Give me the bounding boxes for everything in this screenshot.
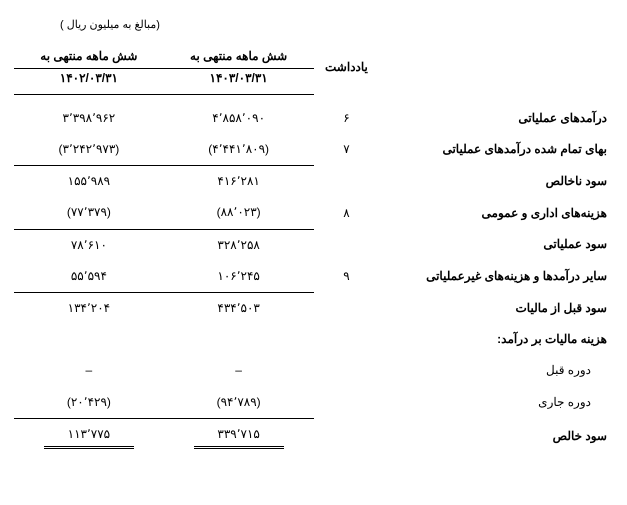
row-current: ۴۱۶٬۲۸۱ bbox=[164, 166, 314, 198]
header-blank bbox=[379, 41, 613, 69]
row-note bbox=[314, 355, 380, 386]
income-statement-table: یادداشت شش ماهه منتهی به شش ماهه منتهی ب… bbox=[14, 41, 613, 455]
row-prev: – bbox=[14, 355, 164, 386]
row-current: ۴۳۴٬۵۰۳ bbox=[164, 293, 314, 325]
table-row: سود ناخالص ۴۱۶٬۲۸۱۱۵۵٬۹۸۹ bbox=[14, 166, 613, 198]
row-label: بهای تمام شده درآمدهای عملیاتی bbox=[379, 134, 613, 166]
unit-note: (مبالغ به میلیون ریال ) bbox=[14, 18, 613, 31]
header-period-current: شش ماهه منتهی به bbox=[164, 41, 314, 69]
row-prev: ۱۳۴٬۲۰۴ bbox=[14, 293, 164, 325]
row-label: سود ناخالص bbox=[379, 166, 613, 198]
row-prev: ۱۱۳٬۷۷۵ bbox=[14, 418, 164, 455]
row-prev: ۷۸٬۶۱۰ bbox=[14, 229, 164, 261]
row-label: سود قبل از مالیات bbox=[379, 293, 613, 325]
row-note: ۸ bbox=[314, 197, 380, 229]
row-current: (۸۸٬۰۲۳) bbox=[164, 197, 314, 229]
row-prev: (۲۰٬۴۲۹) bbox=[14, 387, 164, 419]
row-label: سود خالص bbox=[379, 418, 613, 455]
row-prev bbox=[14, 324, 164, 355]
row-current: (۴٬۴۴۱٬۸۰۹) bbox=[164, 134, 314, 166]
row-prev: ۱۵۵٬۹۸۹ bbox=[14, 166, 164, 198]
header-note: یادداشت bbox=[314, 41, 380, 95]
row-note bbox=[314, 324, 380, 355]
row-prev: ۳٬۳۹۸٬۹۶۲ bbox=[14, 103, 164, 134]
row-note bbox=[314, 293, 380, 325]
row-label: دوره جاری bbox=[379, 387, 613, 419]
row-note bbox=[314, 229, 380, 261]
table-row: سود قبل از مالیات ۴۳۴٬۵۰۳۱۳۴٬۲۰۴ bbox=[14, 293, 613, 325]
row-note: ۶ bbox=[314, 103, 380, 134]
row-label: درآمدهای عملیاتی bbox=[379, 103, 613, 134]
header-date-prev: ۱۴۰۲/۰۳/۳۱ bbox=[14, 69, 164, 95]
header-date-current: ۱۴۰۳/۰۳/۳۱ bbox=[164, 69, 314, 95]
row-prev: (۳٬۲۴۲٬۹۷۳) bbox=[14, 134, 164, 166]
row-label: سود عملیاتی bbox=[379, 229, 613, 261]
row-current: ۴٬۸۵۸٬۰۹۰ bbox=[164, 103, 314, 134]
row-label: هزینه‌های اداری و عمومی bbox=[379, 197, 613, 229]
row-label: هزینه مالیات بر درآمد: bbox=[379, 324, 613, 355]
row-current: ۳۳۹٬۷۱۵ bbox=[164, 418, 314, 455]
row-note: ۹ bbox=[314, 261, 380, 293]
row-current bbox=[164, 324, 314, 355]
table-row: سایر درآمدها و هزینه‌های غیرعملیاتی۹۱۰۶٬… bbox=[14, 261, 613, 293]
header-period-prev: شش ماهه منتهی به bbox=[14, 41, 164, 69]
row-label: سایر درآمدها و هزینه‌های غیرعملیاتی bbox=[379, 261, 613, 293]
row-note bbox=[314, 387, 380, 419]
table-row: سود خالص ۳۳۹٬۷۱۵۱۱۳٬۷۷۵ bbox=[14, 418, 613, 455]
row-note bbox=[314, 166, 380, 198]
row-current: ۳۲۸٬۲۵۸ bbox=[164, 229, 314, 261]
table-row: دوره جاری (۹۴٬۷۸۹)(۲۰٬۴۲۹) bbox=[14, 387, 613, 419]
table-row: هزینه‌های اداری و عمومی۸(۸۸٬۰۲۳)(۷۷٬۳۷۹) bbox=[14, 197, 613, 229]
table-row: دوره قبل –– bbox=[14, 355, 613, 386]
row-label: دوره قبل bbox=[379, 355, 613, 386]
table-row: بهای تمام شده درآمدهای عملیاتی۷(۴٬۴۴۱٬۸۰… bbox=[14, 134, 613, 166]
row-note: ۷ bbox=[314, 134, 380, 166]
row-note bbox=[314, 418, 380, 455]
row-current: ۱۰۶٬۲۴۵ bbox=[164, 261, 314, 293]
row-prev: ۵۵٬۵۹۴ bbox=[14, 261, 164, 293]
table-row: هزینه مالیات بر درآمد: bbox=[14, 324, 613, 355]
row-current: – bbox=[164, 355, 314, 386]
table-row: درآمدهای عملیاتی۶۴٬۸۵۸٬۰۹۰۳٬۳۹۸٬۹۶۲ bbox=[14, 103, 613, 134]
row-prev: (۷۷٬۳۷۹) bbox=[14, 197, 164, 229]
table-row: سود عملیاتی ۳۲۸٬۲۵۸۷۸٬۶۱۰ bbox=[14, 229, 613, 261]
row-current: (۹۴٬۷۸۹) bbox=[164, 387, 314, 419]
